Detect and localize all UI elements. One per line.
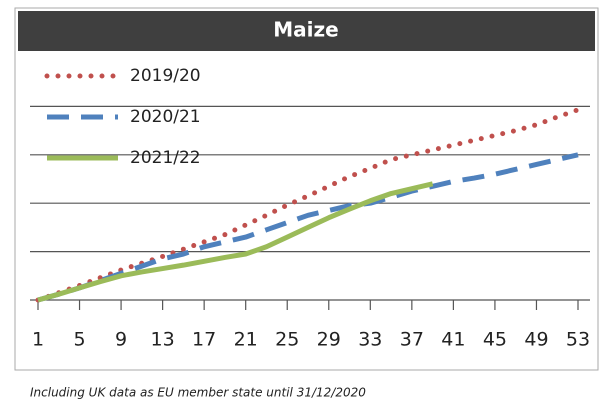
x-tick-label: 1	[32, 329, 44, 351]
x-tick-label: 5	[73, 329, 85, 351]
x-tick-label: 29	[317, 329, 341, 351]
series-line	[37, 181, 434, 303]
x-tick-label: 53	[566, 329, 590, 351]
x-tick-label: 49	[524, 329, 548, 351]
x-tick-label: 21	[234, 329, 258, 351]
title-bar	[18, 11, 595, 51]
chart-title: Maize	[273, 18, 338, 42]
x-tick-label: 17	[192, 329, 216, 351]
x-tick-label: 41	[441, 329, 465, 351]
footnote: Including UK data as EU member state unt…	[30, 386, 366, 400]
x-tick-label: 25	[275, 329, 299, 351]
series-line	[37, 152, 579, 303]
x-tick-label: 45	[483, 329, 507, 351]
x-tick-label: 13	[151, 329, 175, 351]
legend-label: 2020/21	[130, 107, 201, 127]
legend-label: 2019/20	[130, 66, 201, 86]
legend-label: 2021/22	[130, 148, 201, 168]
x-tick-label: 9	[115, 329, 127, 351]
chart-frame	[14, 7, 599, 371]
x-tick-label: 33	[358, 329, 382, 351]
x-tick-label: 37	[400, 329, 424, 351]
